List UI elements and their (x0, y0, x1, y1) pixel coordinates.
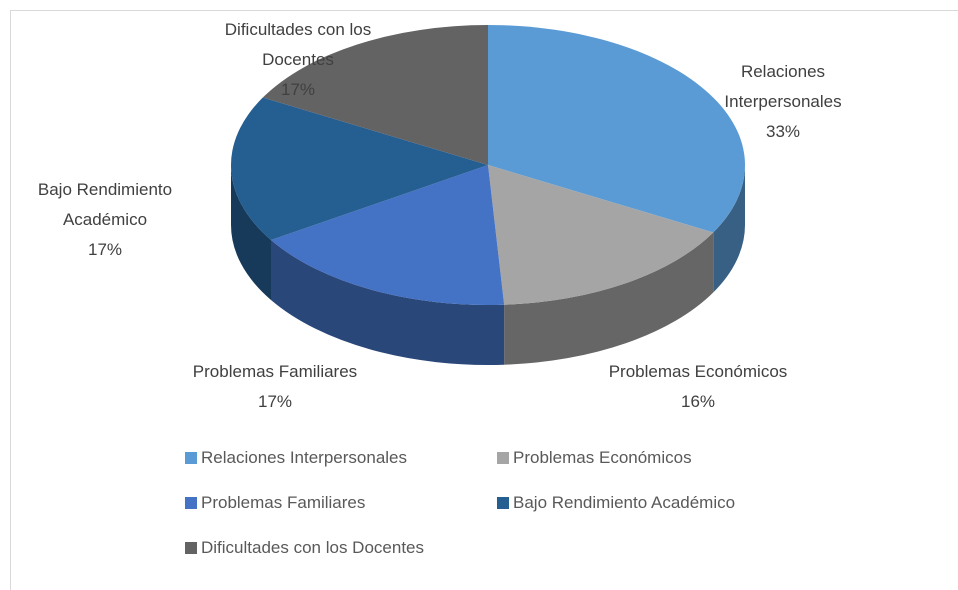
data-label-name: Bajo Rendimiento Académico (37, 180, 173, 229)
slice (230, 97, 488, 241)
legend-swatch (185, 542, 197, 554)
data-label-value: 33% (765, 122, 801, 141)
legend-swatch (497, 452, 509, 464)
legend-swatch (185, 497, 197, 509)
legend-item: Bajo Rendimiento Académico (497, 493, 735, 513)
legend-label: Problemas Familiares (201, 493, 366, 512)
data-label: Bajo Rendimiento Académico 17% (10, 175, 200, 265)
slice-side (231, 165, 272, 301)
data-label-value: 17% (280, 80, 316, 99)
data-label: Problemas Familiares 17% (180, 357, 370, 417)
data-label-value: 17% (87, 240, 123, 259)
slice-tops (230, 25, 745, 305)
slice (488, 25, 745, 233)
slice-side (271, 240, 505, 365)
slice-side (713, 165, 745, 293)
legend-item: Problemas Familiares (185, 493, 365, 513)
chart-frame (10, 10, 958, 590)
legend-label: Bajo Rendimiento Académico (513, 493, 736, 512)
data-label: Problemas Económicos 16% (603, 357, 793, 417)
data-label-name: Relaciones Interpersonales (724, 62, 842, 111)
legend-label: Dificultades con los Docentes (201, 538, 425, 557)
data-label-value: 17% (257, 392, 293, 411)
legend-swatch (497, 497, 509, 509)
chart (230, 25, 745, 365)
legend-swatch (185, 452, 197, 464)
data-label-name: Dificultades con los Docentes (224, 20, 372, 69)
slice-side (504, 232, 714, 365)
slice-sides (231, 165, 745, 365)
data-label: Relaciones Interpersonales 33% (688, 57, 878, 147)
legend-item: Dificultades con los Docentes (185, 538, 424, 558)
data-label-value: 16% (680, 392, 716, 411)
legend-item: Relaciones Interpersonales (185, 448, 407, 468)
data-label-name: Problemas Familiares (192, 362, 358, 381)
page: {"chart_data": {"type": "pie", "categori… (10, 10, 958, 590)
data-label: Dificultades con los Docentes 17% (203, 15, 393, 105)
legend-label: Relaciones Interpersonales (201, 448, 408, 467)
data-label-name: Problemas Económicos (608, 362, 788, 381)
slice (262, 25, 488, 165)
slice (488, 165, 714, 305)
legend-label: Problemas Económicos (513, 448, 692, 467)
legend-item: Problemas Económicos (497, 448, 692, 468)
slice (271, 165, 505, 305)
